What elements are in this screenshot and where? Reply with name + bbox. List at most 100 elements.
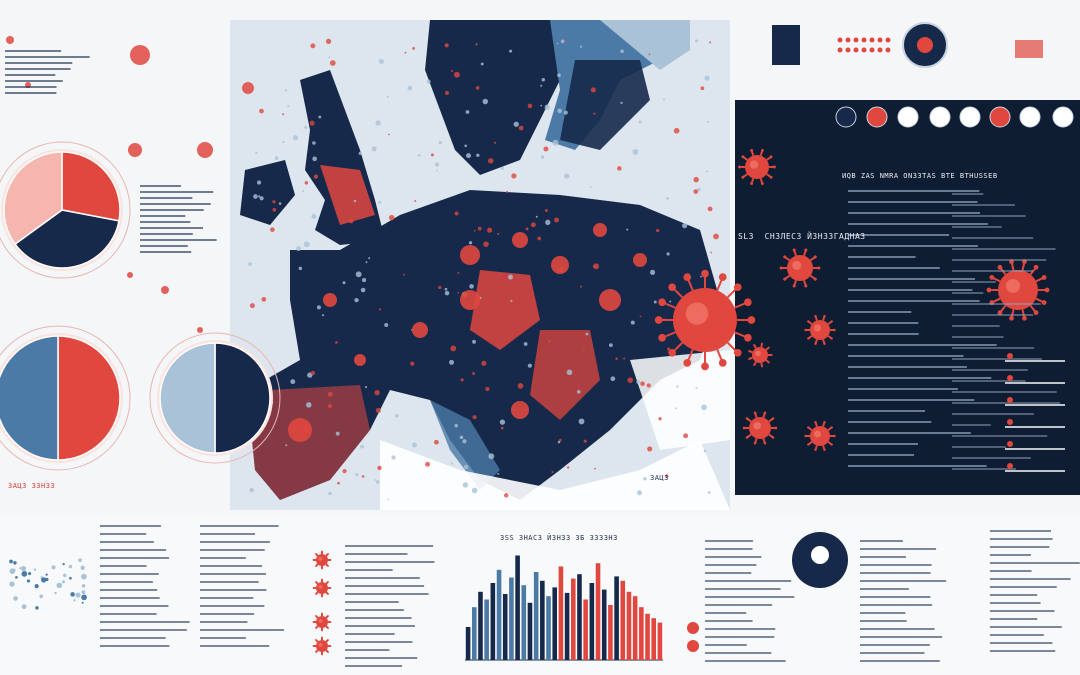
bottom-red-dot	[687, 640, 699, 652]
map-virus-marker	[551, 256, 569, 274]
panel-virus-icon	[738, 149, 776, 185]
pie-slice	[14, 209, 120, 269]
bar-chart-bar	[632, 596, 638, 660]
bottom-red-dot	[687, 622, 699, 634]
england-hotspot	[320, 165, 375, 225]
virus-caption: SLЗ​ СНЗЛЕСЗ ЙЗНЗЗГАДНАЗ	[738, 232, 866, 241]
pie-slice	[214, 342, 271, 454]
bar-chart-bar	[484, 599, 489, 660]
panel-virus-icon	[804, 421, 836, 451]
bar-chart-bar	[558, 566, 564, 660]
bar-chart	[465, 555, 663, 661]
map-virus-marker	[354, 354, 366, 366]
large-virus-illustration	[654, 269, 756, 371]
bar-chart-bar	[595, 563, 601, 660]
bar-chart-bar	[614, 576, 619, 660]
map-virus-marker	[288, 418, 312, 442]
map-virus-marker	[599, 289, 621, 311]
bottom-virus-icon	[312, 612, 332, 632]
bar-chart-bar	[651, 618, 657, 660]
map-tag: ЗАЦЗ	[650, 474, 669, 482]
bar-chart-bar	[490, 583, 496, 660]
map-virus-marker	[512, 232, 528, 248]
bottom-text-lines	[100, 525, 1080, 667]
panel-stat-icon	[897, 106, 919, 128]
bottom-virus-icon	[312, 578, 332, 598]
pie-slice	[61, 151, 121, 222]
balkans-hotspot	[530, 330, 600, 420]
bottom-left-mini-chart	[9, 558, 87, 610]
bar-chart-bar	[527, 602, 533, 660]
pie-lower-left	[0, 325, 131, 471]
bar-chart-bar	[570, 578, 576, 660]
bar-chart-bar	[502, 594, 508, 660]
baltic-shore-region	[560, 60, 650, 150]
decorative-dots	[6, 36, 254, 333]
panel-stat-icon	[1052, 106, 1074, 128]
panel-stat-icon	[959, 106, 981, 128]
bar-chart-bar	[639, 607, 644, 660]
scandinavia-region	[425, 20, 570, 175]
bar-chart-bar	[540, 580, 545, 660]
panel-stat-icon	[835, 106, 857, 128]
pie-slice	[3, 151, 63, 246]
bar-chart-bar	[583, 599, 588, 660]
panel-stat-icon	[929, 106, 951, 128]
bar-chart-bar	[620, 580, 626, 660]
map-caption-bottom: ЗАЦЗ ЗЗНЗЗ	[8, 482, 56, 490]
top-right-dots	[837, 37, 891, 53]
panel-stat-icon	[1019, 106, 1041, 128]
left-text-lines	[5, 50, 217, 253]
bar-chart-bar	[608, 605, 613, 660]
bar-chart-bar	[515, 555, 520, 660]
pie-slice	[159, 342, 216, 454]
map-virus-marker	[323, 293, 337, 307]
black-sea	[630, 350, 730, 450]
pie-slice	[0, 335, 59, 461]
bar-chart-bar	[564, 592, 570, 660]
bar-chart-bar	[589, 583, 595, 660]
bar-chart-bar	[577, 574, 582, 660]
bar-chart-bar	[552, 587, 558, 660]
pie-upper-left	[0, 141, 131, 279]
panel-stat-icon	[989, 106, 1011, 128]
germany-hotspot	[470, 270, 540, 350]
map-virus-marker	[593, 223, 607, 237]
panel-text-lines	[848, 190, 1065, 472]
map-virus-marker	[460, 290, 480, 310]
bottom-virus-icon	[312, 636, 332, 656]
map-virus-marker	[460, 245, 480, 265]
bar-chart-bar	[546, 596, 551, 660]
bar-chart-bar	[496, 569, 502, 660]
panel-virus-icon	[779, 248, 821, 288]
pie-middle-left	[149, 332, 281, 464]
panel-virus-icon	[742, 411, 778, 445]
bar-chart-bar	[657, 622, 663, 660]
ireland-region	[240, 160, 295, 225]
bottom-virus-icon	[312, 550, 332, 570]
panel-virus-icon	[986, 259, 1050, 321]
bar-chart-bar	[601, 589, 607, 660]
panel-virus-icon	[804, 315, 836, 345]
map-virus-marker	[511, 401, 529, 419]
panel-virus-icon	[748, 342, 773, 368]
north-sea-ice	[600, 20, 690, 70]
map-virus-marker	[412, 322, 428, 338]
panel-stat-icon	[866, 106, 888, 128]
top-right-block	[772, 25, 800, 65]
top-right-emblem-core	[917, 37, 933, 53]
iberia-hotspot	[250, 385, 370, 500]
bar-chart-bar	[509, 577, 514, 660]
pie-slice	[57, 335, 121, 461]
bar-chart-bar	[521, 585, 527, 660]
map-virus-marker	[633, 253, 647, 267]
bar-chart-bar	[645, 613, 650, 660]
italy-region	[430, 400, 500, 490]
bottom-emblem-figure	[811, 546, 829, 564]
bar-chart-bar	[478, 591, 483, 660]
bar-chart-bar	[626, 591, 632, 660]
top-right-swatch	[1015, 40, 1043, 58]
bar-chart-caption: ЗSS ЗНАСЗ ЙЗНЗЗ ЗБ ЗЗЗЗНЗ	[500, 534, 618, 542]
